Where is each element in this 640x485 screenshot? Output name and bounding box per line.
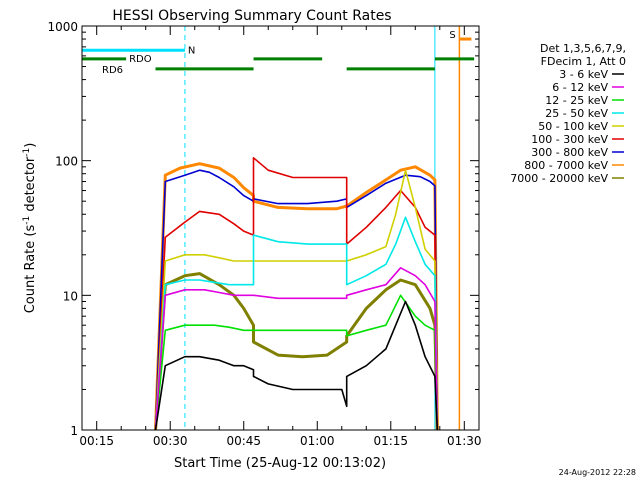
flag-rdo-label: RDO [129, 54, 152, 65]
timestamp-footer: 24-Aug-2012 22:28 [559, 468, 636, 477]
series-line-5 [154, 157, 439, 430]
y-axis-label-end: ) [23, 143, 38, 148]
axes: 00:15 00:30 00:45 01:00 01:15 01:30 1 10 100 1000 [47, 20, 481, 448]
x-tick-label-0: 00:15 [79, 434, 114, 448]
legend-header-0: Det 1,3,5,6,7,9, [540, 42, 626, 55]
legend-entry-5: 100 - 300 keV [531, 133, 608, 146]
y-axis-label-main: Count Rate (s [23, 225, 38, 314]
y-axis-label: Count Rate (s-1 detector-1) [22, 143, 38, 314]
flag-n-label: N [188, 45, 195, 56]
y-axis-label-sup2: -1 [22, 148, 32, 157]
series-line-4 [154, 169, 439, 430]
legend-header-1: FDecim 1, Att 0 [541, 55, 626, 68]
plot-frame [81, 25, 480, 431]
legend-entry-0: 3 - 6 keV [559, 68, 608, 81]
legend-entry-3: 25 - 50 keV [545, 107, 608, 120]
series-line-8 [154, 272, 439, 430]
y-axis-label-mid: detector [23, 156, 38, 216]
y-tick-label-2: 100 [55, 155, 78, 169]
x-tick-label-4: 01:15 [373, 434, 408, 448]
x-axis-label: Start Time (25-Aug-12 00:13:02) [174, 456, 386, 471]
plot-area: S N RDO RD6 [82, 26, 475, 430]
saa-label: S [449, 30, 455, 41]
x-tick-label-1: 00:30 [153, 434, 188, 448]
series-line-6 [154, 169, 439, 430]
y-axis-label-sup1: -1 [22, 216, 32, 225]
legend-entry-8: 7000 - 20000 keV [510, 172, 608, 185]
x-tick-label-2: 00:45 [226, 434, 261, 448]
chart-title: HESSI Observing Summary Count Rates [112, 8, 391, 24]
y-tick-label-1: 10 [63, 289, 78, 303]
x-tick-label-3: 01:00 [300, 434, 335, 448]
legend-entry-1: 6 - 12 keV [552, 81, 608, 94]
flag-rd6-label: RD6 [102, 65, 123, 76]
plot-clip-group [82, 26, 475, 430]
series-line-0 [154, 300, 439, 430]
y-tick-label-3: 1000 [47, 20, 78, 34]
series-line-1 [154, 266, 439, 430]
legend-entry-7: 800 - 7000 keV [524, 159, 608, 172]
legend: Det 1,3,5,6,7,9,FDecim 1, Att 03 - 6 keV… [510, 42, 626, 185]
series-line-2 [154, 294, 439, 430]
legend-entry-2: 12 - 25 keV [545, 94, 608, 107]
x-tick-label-5: 01:30 [447, 434, 482, 448]
series-line-7 [154, 162, 439, 430]
series-line-3 [154, 216, 439, 430]
y-tick-label-0: 1 [70, 424, 78, 438]
legend-entry-4: 50 - 100 keV [538, 120, 608, 133]
legend-entry-6: 300 - 800 keV [531, 146, 608, 159]
